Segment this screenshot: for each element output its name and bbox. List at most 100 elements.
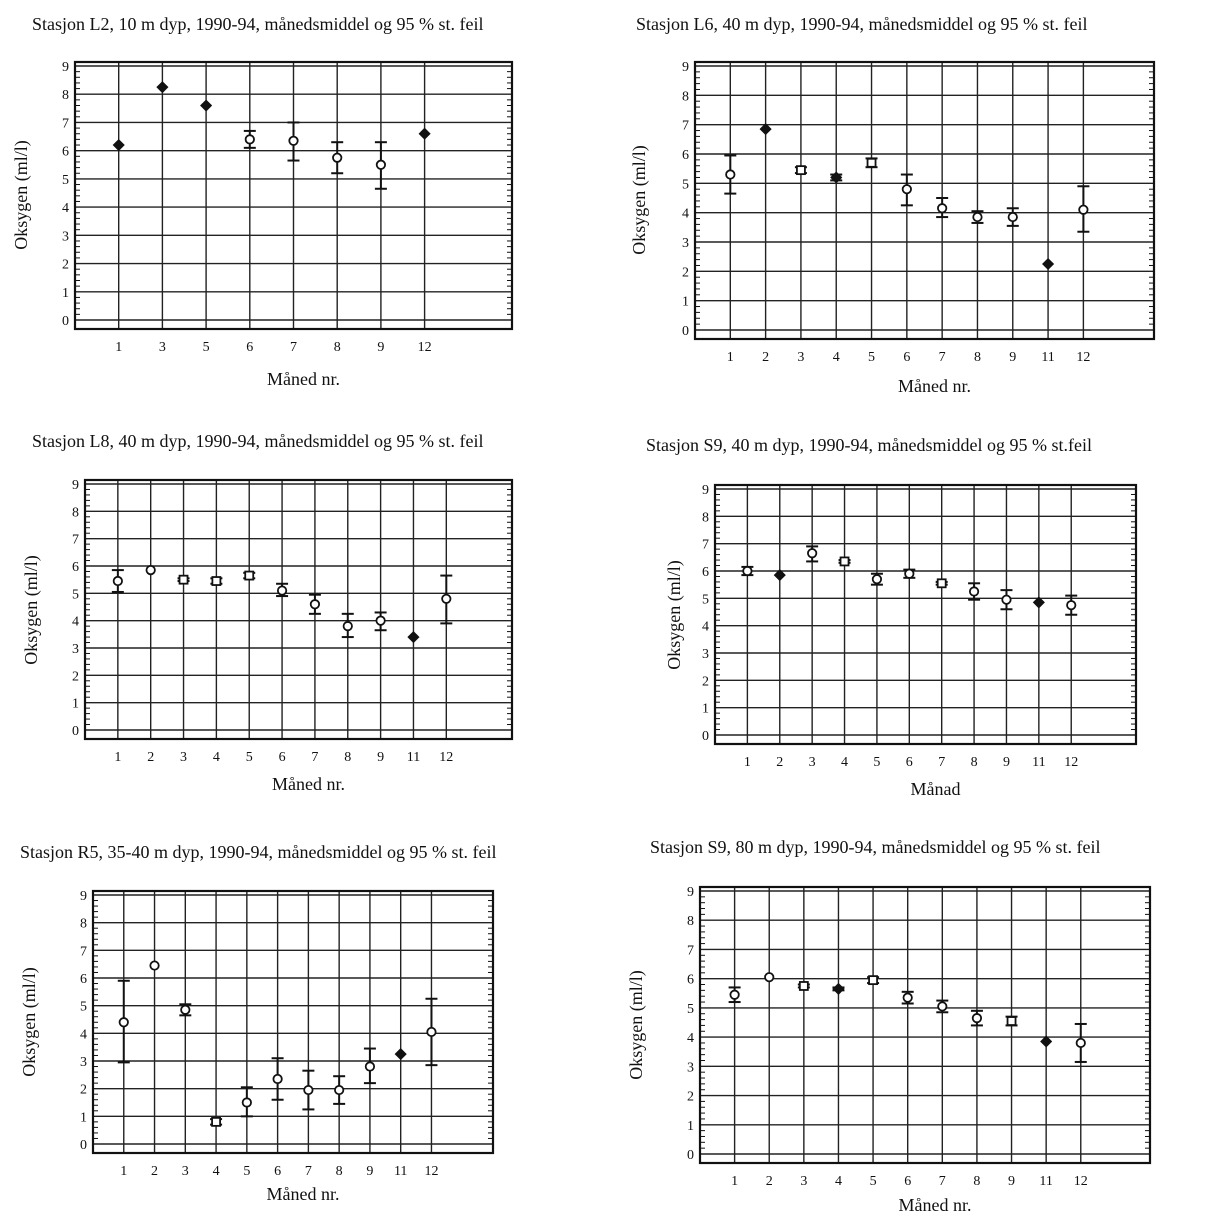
y-tick-label: 2 [702, 674, 709, 689]
y-tick-label: 0 [62, 314, 69, 329]
x-tick-label: 6 [903, 350, 910, 365]
x-axis-label: Måned nr. [898, 376, 971, 396]
data-point [426, 1026, 437, 1038]
x-tick-label: 6 [904, 1174, 911, 1189]
y-axis-label: Oksygen (ml/l) [664, 560, 685, 670]
chart-title: Stasjon S9, 40 m dyp, 1990-94, månedsmid… [646, 435, 1092, 455]
y-tick-label: 1 [702, 702, 709, 717]
x-tick-label: 3 [182, 1164, 189, 1179]
x-axis-label: Måned nr. [272, 774, 345, 794]
x-tick-label: 9 [377, 340, 384, 355]
data-point [244, 570, 255, 581]
x-tick-label: 2 [147, 750, 154, 765]
data-point [902, 992, 913, 1003]
x-tick-label: 12 [424, 1164, 438, 1179]
data-point [904, 568, 915, 579]
data-point [937, 203, 948, 214]
x-tick-label: 7 [939, 1174, 946, 1189]
x-tick-label: 9 [1009, 350, 1016, 365]
y-tick-label: 9 [80, 889, 87, 904]
data-point [180, 1004, 191, 1015]
y-tick-label: 3 [702, 647, 709, 662]
data-point [725, 169, 736, 180]
x-tick-label: 3 [159, 340, 166, 355]
y-tick-label: 2 [682, 265, 689, 280]
x-tick-label: 5 [246, 750, 253, 765]
data-point [118, 1017, 129, 1028]
x-tick-label: 3 [180, 750, 187, 765]
y-tick-label: 6 [80, 972, 87, 987]
y-tick-label: 9 [687, 885, 694, 900]
y-tick-label: 5 [72, 587, 79, 602]
data-point [764, 972, 775, 983]
y-tick-label: 0 [702, 729, 709, 744]
y-tick-label: 1 [62, 286, 69, 301]
data-point [276, 585, 288, 596]
x-tick-label: 5 [868, 350, 875, 365]
data-point [407, 631, 420, 644]
x-tick-label: 1 [115, 340, 122, 355]
y-tick-label: 4 [72, 615, 79, 630]
x-tick-label: 1 [120, 1164, 127, 1179]
x-tick-label: 8 [973, 1174, 980, 1189]
data-point [807, 548, 818, 559]
y-tick-label: 4 [702, 620, 709, 635]
x-tick-label: 11 [407, 750, 420, 765]
x-tick-label: 8 [344, 750, 351, 765]
data-point [1075, 1037, 1086, 1049]
y-tick-label: 3 [687, 1060, 694, 1075]
data-point [211, 576, 222, 586]
y-tick-label: 2 [80, 1083, 87, 1098]
data-point [332, 152, 343, 163]
x-tick-label: 7 [939, 350, 946, 365]
y-tick-label: 8 [72, 505, 79, 520]
plot-frame [91, 889, 495, 1155]
chart-panel-3: Stasjon L8, 40 m dyp, 1990-94, månedsmid… [21, 431, 514, 794]
data-point [200, 99, 213, 112]
chart-title: Stasjon R5, 35-40 m dyp, 1990-94, måneds… [20, 842, 496, 862]
data-point [1042, 257, 1055, 271]
data-point [830, 171, 843, 184]
x-tick-label: 5 [870, 1174, 877, 1189]
data-point [418, 127, 431, 140]
x-tick-label: 8 [336, 1164, 343, 1179]
y-tick-label: 8 [687, 914, 694, 929]
data-point [112, 138, 125, 152]
x-tick-label: 4 [213, 1164, 220, 1179]
data-point [241, 1097, 252, 1108]
x-tick-label: 12 [418, 340, 432, 355]
x-tick-label: 9 [1008, 1174, 1015, 1189]
y-tick-label: 3 [62, 229, 69, 244]
y-tick-label: 6 [72, 560, 79, 575]
data-point [244, 134, 255, 145]
y-tick-label: 0 [687, 1148, 694, 1163]
data-point [342, 621, 353, 632]
chart-panel-6: Stasjon S9, 80 m dyp, 1990-94, månedsmid… [626, 837, 1152, 1215]
data-point [729, 989, 740, 1000]
chart-panel-2: Stasjon L6, 40 m dyp, 1990-94, månedsmid… [629, 14, 1156, 396]
y-tick-label: 9 [682, 60, 689, 75]
y-tick-label: 7 [72, 533, 79, 548]
data-point [112, 575, 123, 587]
plot-frame [698, 885, 1152, 1165]
chart-panel-4: Stasjon S9, 40 m dyp, 1990-94, månedsmid… [646, 435, 1138, 799]
x-tick-label: 7 [311, 750, 318, 765]
data-point [334, 1084, 345, 1096]
x-tick-label: 7 [938, 755, 945, 770]
y-tick-label: 0 [72, 724, 79, 739]
chart-panel-1: Stasjon L2, 10 m dyp, 1990-94, månedsmid… [11, 14, 514, 389]
y-tick-label: 9 [62, 60, 69, 75]
x-axis-label: Månad [911, 779, 961, 799]
data-point [972, 211, 983, 223]
y-tick-label: 3 [682, 236, 689, 251]
data-point [759, 123, 772, 136]
x-tick-label: 8 [974, 350, 981, 365]
x-tick-label: 2 [151, 1164, 158, 1179]
chart-panel-5: Stasjon R5, 35-40 m dyp, 1990-94, måneds… [19, 842, 496, 1204]
y-tick-label: 2 [687, 1090, 694, 1105]
x-tick-label: 9 [1003, 755, 1010, 770]
y-tick-label: 5 [702, 592, 709, 607]
chart-title: Stasjon L2, 10 m dyp, 1990-94, månedsmid… [32, 14, 483, 34]
data-point [288, 135, 299, 146]
